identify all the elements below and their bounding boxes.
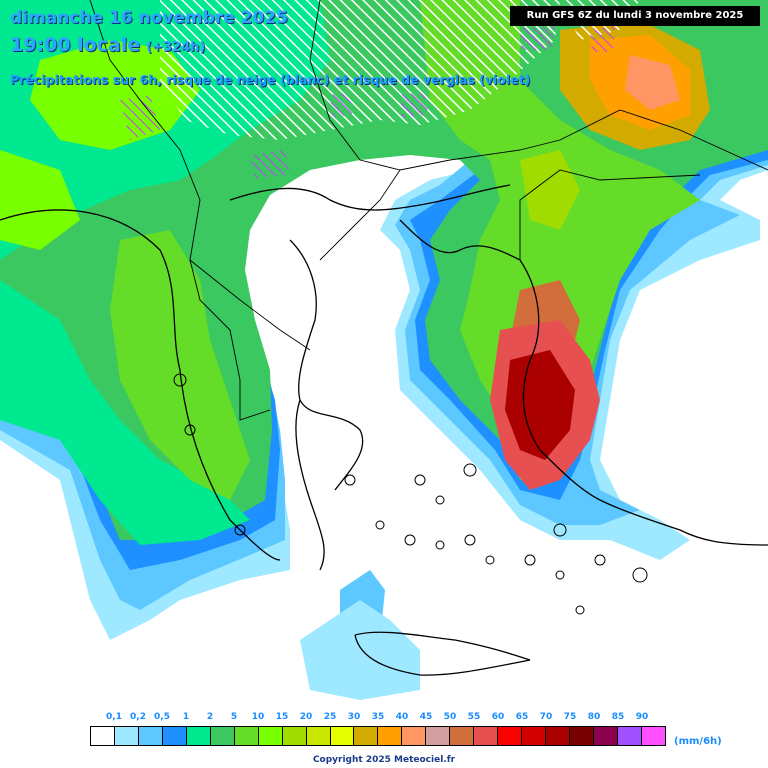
precip-band-lime-3 (0, 150, 80, 250)
ice-risk-patch-4 (400, 92, 428, 118)
islands (173, 373, 648, 615)
legend-color-bar (90, 726, 666, 746)
ice-risk-patch-1 (120, 95, 160, 140)
forecast-time-value: 19:00 locale (10, 34, 141, 56)
legend-label: 70 (539, 712, 553, 722)
legend-label: 65 (515, 712, 529, 722)
legend-swatch (474, 727, 499, 745)
forecast-date: dimanche 16 novembre 2025 (10, 8, 288, 28)
legend-swatch (114, 727, 139, 745)
legend-swatch (186, 727, 211, 745)
legend-swatch (210, 727, 235, 745)
legend-swatch (162, 727, 187, 745)
legend-swatch (234, 727, 259, 745)
precip-band-teal-2 (0, 280, 250, 545)
legend-swatch (617, 727, 642, 745)
legend-label: 1 (182, 712, 190, 722)
copyright-notice: Copyright 2025 Meteociel.fr (312, 755, 456, 765)
legend-swatch (91, 727, 115, 745)
precip-core-deep-red (505, 350, 575, 460)
legend-label: 2 (206, 712, 214, 722)
coastlines (0, 184, 768, 676)
legend-swatch (330, 727, 355, 745)
precipitation-map (0, 0, 768, 700)
legend-label: 0,2 (130, 712, 146, 722)
ice-risk-patch-6 (590, 26, 615, 52)
legend-label: 80 (587, 712, 601, 722)
legend-swatch (570, 727, 595, 745)
legend-label: 10 (251, 712, 265, 722)
ice-risk-patch-3 (330, 92, 352, 117)
legend-swatch (306, 727, 331, 745)
legend-swatch (402, 727, 427, 745)
legend-label: 90 (635, 712, 649, 722)
legend-label: 35 (371, 712, 385, 722)
forecast-offset: (+324h) (146, 40, 206, 55)
legend-label: 15 (275, 712, 289, 722)
legend-label: 0,1 (106, 712, 122, 722)
legend-unit: (mm/6h) (674, 736, 722, 747)
country-borders (89, 0, 768, 421)
snow-risk-area (160, 0, 560, 140)
legend-swatch (522, 727, 547, 745)
precip-legend: 0,1 0,2 0,5 1 2 5 10 15 20 25 30 35 40 45 50 55 60 65 70 75… (90, 712, 666, 746)
ice-risk-patch-2 (250, 150, 290, 178)
legend-swatch (282, 727, 307, 745)
legend-labels: 0,1 0,2 0,5 1 2 5 10 15 20 25 30 35 40 45 50 55 60 65 70 75… (90, 712, 666, 726)
legend-swatch (138, 727, 163, 745)
precip-band-lime-4 (110, 230, 250, 500)
legend-swatch (378, 727, 403, 745)
precip-band-yellow-green (520, 150, 580, 230)
legend-swatch (594, 727, 618, 745)
legend-swatch (546, 727, 571, 745)
legend-label: 5 (230, 712, 238, 722)
legend-label: 30 (347, 712, 361, 722)
legend-label: 55 (467, 712, 481, 722)
legend-label: 50 (443, 712, 457, 722)
precip-band-crete-light (300, 600, 420, 700)
legend-label: 75 (563, 712, 577, 722)
legend-label: 85 (611, 712, 625, 722)
legend-label: 0,5 (154, 712, 170, 722)
legend-swatch (641, 727, 665, 745)
legend-label: 40 (395, 712, 409, 722)
legend-swatch (354, 727, 379, 745)
legend-swatch (498, 727, 523, 745)
legend-label: 60 (491, 712, 505, 722)
legend-label: 45 (419, 712, 433, 722)
map-subtitle: Précipitations sur 6h, risque de neige (… (10, 72, 531, 87)
run-info-label: Run GFS 6Z du lundi 3 novembre 2025 (510, 6, 760, 26)
legend-label: 25 (323, 712, 337, 722)
legend-swatch (426, 727, 451, 745)
legend-swatch (450, 727, 475, 745)
legend-swatch (258, 727, 283, 745)
forecast-time: 19:00 locale (+324h) (10, 34, 205, 56)
legend-label: 20 (299, 712, 313, 722)
ice-risk-patch-5 (520, 26, 555, 50)
precip-core-ne-salmon (625, 55, 680, 110)
